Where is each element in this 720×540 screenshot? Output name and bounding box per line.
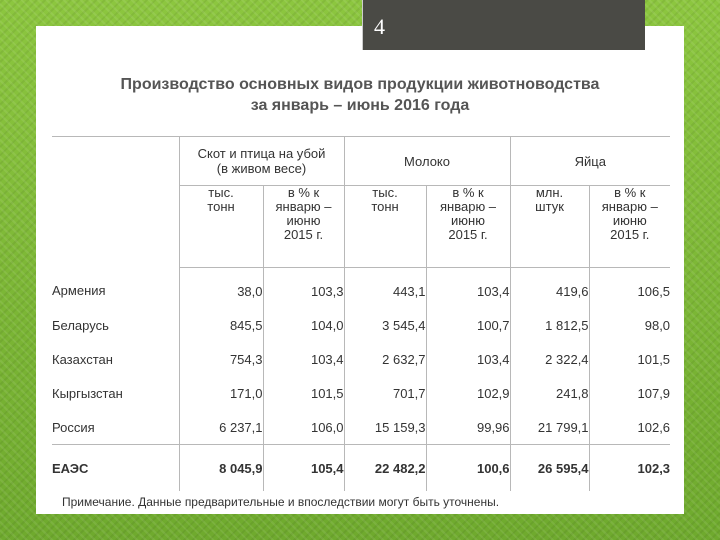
cell-value: 1 812,5 [509,308,590,342]
total-row-name: ЕАЭС [52,444,179,491]
cell-value: 103,3 [262,267,345,308]
cell-value: 100,7 [425,308,511,342]
header-eggs: Яйца [509,136,671,186]
table-row: Армения 38,0 103,3 443,1 103,4 419,6 106… [52,267,671,308]
cell-value: 754,3 [178,342,263,376]
cell-value: 701,7 [343,376,427,410]
cell-value: 2 322,4 [509,342,590,376]
total-cell-value: 8 045,9 [178,444,263,491]
cell-value: 98,0 [588,308,671,342]
cell-value: 99,96 [425,410,511,445]
cell-value: 21 799,1 [509,410,590,445]
cell-value: 419,6 [509,267,590,308]
page-number-box [362,0,645,50]
total-cell-value: 102,3 [588,444,671,491]
cell-value: 15 159,3 [343,410,427,445]
cell-value: 103,4 [425,267,511,308]
total-cell-value: 22 482,2 [343,444,427,491]
row-name: Беларусь [52,317,109,333]
cell-value: 102,9 [425,376,511,410]
cell-value: 3 545,4 [343,308,427,342]
cell-value: 171,0 [178,376,263,410]
subheader-milk-volume: тыс. тонн [343,185,427,268]
table-row: Казахстан 754,3 103,4 2 632,7 103,4 2 32… [52,342,671,376]
subheader-livestock-percent: в % к январю – июню 2015 г. [262,185,345,268]
total-cell-value: 100,6 [425,444,511,491]
cell-value: 102,6 [588,410,671,445]
corner-header-cell [52,136,179,268]
row-name: Россия [52,419,95,435]
total-cell-value: 105,4 [262,444,345,491]
cell-value: 38,0 [178,267,263,308]
table-row: Россия 6 237,1 106,0 15 159,3 99,96 21 7… [52,410,671,445]
subheader-milk-percent: в % к январю – июню 2015 г. [425,185,511,268]
row-name: Казахстан [52,351,113,367]
cell-value: 104,0 [262,308,345,342]
table-note: Примечание. Данные предварительные и впо… [62,495,500,509]
table-row: Кыргызстан 171,0 101,5 701,7 102,9 241,8… [52,376,671,410]
total-cell-value: 26 595,4 [509,444,590,491]
cell-value: 107,9 [588,376,671,410]
subheader-eggs-volume: млн. штук [509,185,590,268]
cell-value: 443,1 [343,267,427,308]
cell-value: 103,4 [425,342,511,376]
header-milk: Молоко [343,136,511,186]
subheader-eggs-percent: в % к январю – июню 2015 г. [588,185,671,268]
header-livestock: Скот и птица на убой (в живом весе) [178,136,345,186]
subheader-livestock-volume: тыс. тонн [178,185,263,268]
title-line-2: за январь – июнь 2016 года [250,97,470,114]
cell-value: 845,5 [178,308,263,342]
row-name: Кыргызстан [52,385,123,401]
cell-value: 103,4 [262,342,345,376]
production-table: Скот и птица на убой (в живом весе) Моло… [52,136,671,491]
cell-value: 2 632,7 [343,342,427,376]
cell-value: 241,8 [509,376,590,410]
cell-value: 6 237,1 [178,410,263,445]
cell-value: 101,5 [588,342,671,376]
cell-value: 101,5 [262,376,345,410]
cell-value: 106,0 [262,410,345,445]
page-number: 4 [374,14,385,39]
table-row: Беларусь 845,5 104,0 3 545,4 100,7 1 812… [52,308,671,342]
cell-value: 106,5 [588,267,671,308]
title-line-1: Производство основных видов продукции жи… [120,76,600,93]
row-name: Армения [52,283,106,299]
total-row: ЕАЭС 8 045,9 105,4 22 482,2 100,6 26 595… [52,444,671,491]
